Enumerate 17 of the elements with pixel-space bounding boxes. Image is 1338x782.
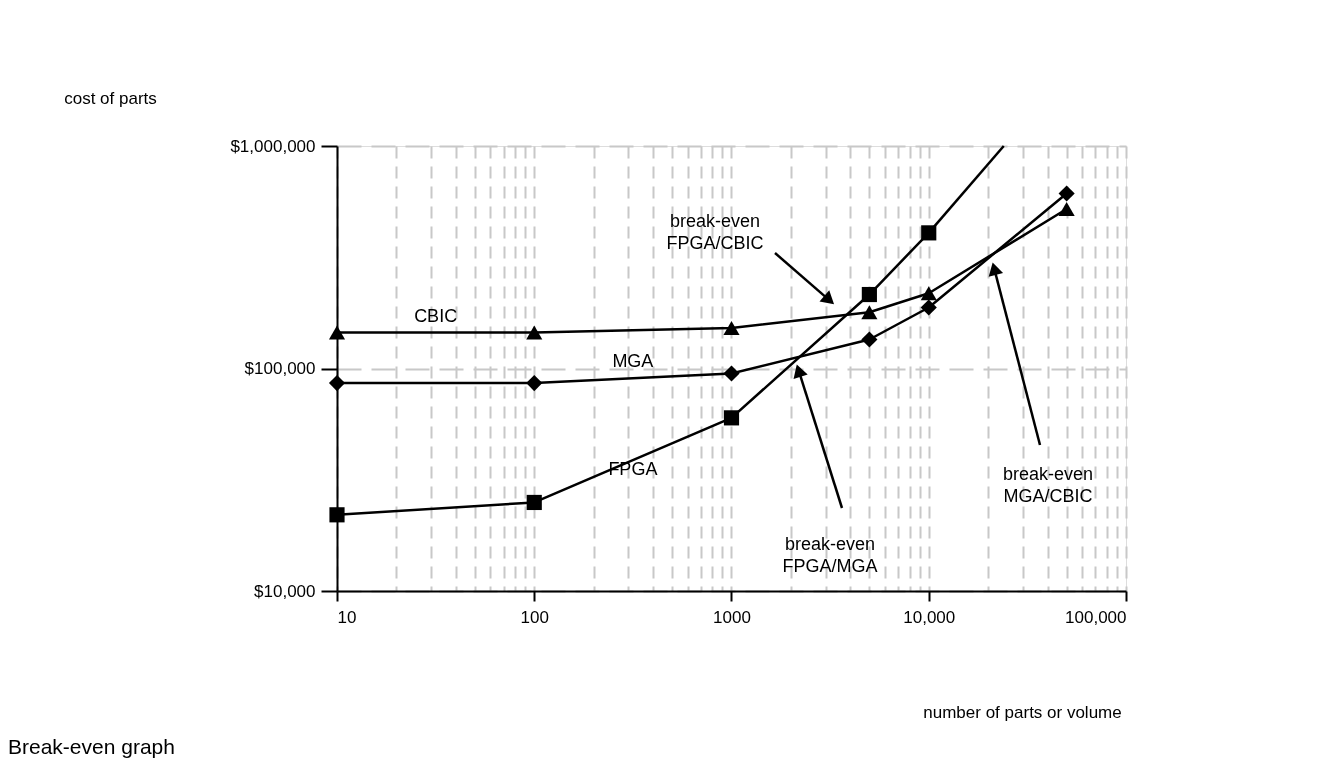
text: Break-even graph <box>8 735 175 758</box>
x-tick-label: 10 <box>337 607 357 627</box>
series-label: CBIC <box>414 305 458 326</box>
x-tick-label: 1000 <box>713 607 751 627</box>
y-tick-label: $100,000 <box>244 359 316 378</box>
annotation: break-even FPGA/MGA <box>782 534 878 576</box>
y-tick-label: $10,000 <box>254 581 316 601</box>
x-tick-label: 10,000 <box>903 607 956 627</box>
series-label: FPGA <box>608 459 658 480</box>
y-axis-title: cost of parts <box>64 88 157 108</box>
y-tick-label: $1,000,000 <box>230 136 316 156</box>
annotation: break-even MGA/CBIC <box>1002 464 1094 506</box>
x-tick-label: 100 <box>520 607 549 627</box>
annotation: break-even FPGA/CBIC <box>666 211 764 253</box>
series-label: MGA <box>612 351 654 372</box>
x-tick-label: 100,000 <box>1065 607 1127 627</box>
x-axis-title: number of parts or volume <box>923 702 1122 722</box>
